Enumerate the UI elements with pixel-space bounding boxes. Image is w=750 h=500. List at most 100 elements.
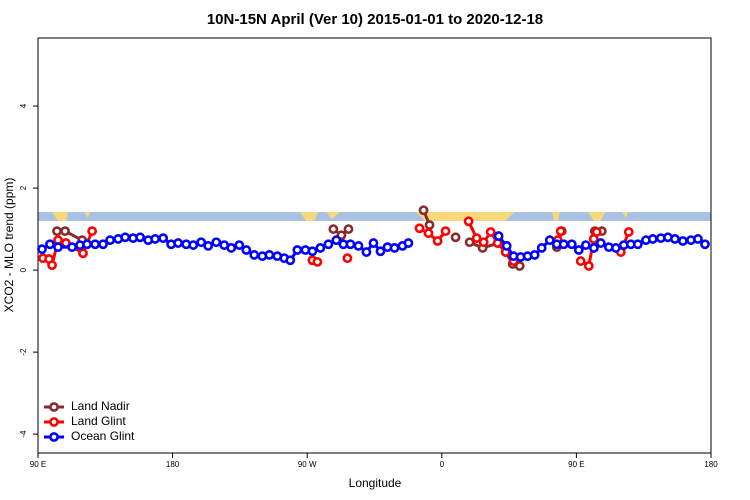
point bbox=[595, 238, 606, 248]
point bbox=[37, 244, 47, 255]
point bbox=[544, 235, 555, 246]
point bbox=[82, 239, 92, 250]
point bbox=[307, 246, 318, 257]
point bbox=[343, 224, 354, 234]
point bbox=[580, 240, 591, 250]
point bbox=[471, 233, 482, 244]
land-shape bbox=[588, 212, 606, 221]
land-shape bbox=[326, 212, 340, 219]
point bbox=[264, 250, 275, 260]
point bbox=[188, 240, 199, 250]
point bbox=[353, 241, 364, 251]
land-shape bbox=[416, 212, 515, 221]
point bbox=[135, 232, 146, 243]
point bbox=[588, 243, 599, 253]
point bbox=[485, 227, 496, 237]
point bbox=[591, 227, 602, 237]
point bbox=[342, 253, 353, 264]
point bbox=[328, 224, 339, 234]
point bbox=[432, 236, 443, 246]
point bbox=[389, 243, 400, 253]
point bbox=[464, 237, 475, 248]
plot-frame bbox=[37, 37, 712, 454]
point bbox=[623, 227, 634, 237]
land-shape bbox=[552, 212, 560, 221]
point bbox=[331, 235, 342, 246]
land-shape bbox=[622, 212, 628, 218]
point bbox=[173, 238, 184, 248]
legend-marker bbox=[49, 432, 59, 442]
point bbox=[677, 236, 688, 246]
point bbox=[478, 237, 489, 248]
point bbox=[403, 238, 414, 248]
point bbox=[647, 234, 658, 244]
point bbox=[493, 231, 504, 241]
y-tick-label: 0 bbox=[19, 267, 28, 272]
x-axis-label: Longitude bbox=[349, 476, 402, 490]
point bbox=[211, 237, 222, 248]
point bbox=[440, 226, 451, 237]
x-tick-label: 90 E bbox=[30, 460, 46, 469]
point bbox=[670, 234, 680, 244]
point bbox=[610, 243, 621, 253]
point bbox=[312, 257, 323, 267]
land-band bbox=[38, 212, 711, 221]
point bbox=[418, 205, 429, 216]
point bbox=[67, 242, 77, 253]
point bbox=[285, 255, 296, 266]
x-tick-label: 90 W bbox=[298, 460, 317, 469]
point bbox=[632, 239, 643, 250]
point bbox=[536, 243, 547, 253]
point bbox=[196, 237, 207, 248]
chart-title: 10N-15N April (Ver 10) 2015-01-01 to 202… bbox=[207, 11, 543, 28]
x-tick-label: 0 bbox=[440, 460, 445, 469]
point bbox=[414, 223, 425, 234]
point bbox=[241, 245, 252, 255]
y-tick-label: -2 bbox=[19, 348, 28, 356]
point bbox=[53, 242, 63, 253]
point bbox=[78, 248, 88, 259]
point bbox=[423, 228, 434, 239]
point bbox=[573, 245, 584, 255]
point bbox=[47, 260, 57, 271]
point bbox=[575, 256, 586, 266]
y-tick-label: 2 bbox=[19, 185, 28, 190]
point bbox=[323, 239, 334, 250]
point bbox=[514, 261, 525, 271]
point bbox=[292, 245, 303, 255]
point bbox=[158, 233, 169, 244]
point bbox=[60, 226, 70, 237]
point bbox=[226, 243, 237, 253]
point bbox=[700, 239, 710, 250]
point bbox=[120, 232, 131, 243]
point bbox=[234, 240, 245, 250]
point bbox=[361, 247, 372, 257]
point bbox=[105, 235, 115, 246]
point bbox=[249, 250, 260, 260]
y-tick-label: -4 bbox=[19, 430, 28, 438]
latitude-band bbox=[38, 212, 711, 221]
land-shape bbox=[300, 212, 318, 221]
point bbox=[45, 239, 55, 250]
point bbox=[52, 226, 62, 237]
point bbox=[529, 250, 540, 260]
legend-label: Land Glint bbox=[71, 414, 126, 428]
point bbox=[345, 239, 356, 250]
point bbox=[98, 239, 108, 250]
x-tick-label: 180 bbox=[704, 460, 718, 469]
point bbox=[583, 261, 594, 271]
point bbox=[203, 241, 214, 251]
land-shape bbox=[52, 212, 68, 221]
x-tick-label: 180 bbox=[166, 460, 180, 469]
y-axis-label: XCO2 - MLO trend (ppm) bbox=[2, 178, 16, 313]
legend-label: Ocean Glint bbox=[71, 429, 135, 443]
point bbox=[424, 220, 435, 230]
y-tick-label: 4 bbox=[19, 103, 28, 108]
point bbox=[315, 243, 326, 253]
legend-label: Land Nadir bbox=[71, 399, 130, 413]
x-tick-label: 90 E bbox=[568, 460, 584, 469]
legend-marker bbox=[49, 417, 59, 427]
point bbox=[566, 239, 577, 250]
point bbox=[555, 226, 566, 237]
